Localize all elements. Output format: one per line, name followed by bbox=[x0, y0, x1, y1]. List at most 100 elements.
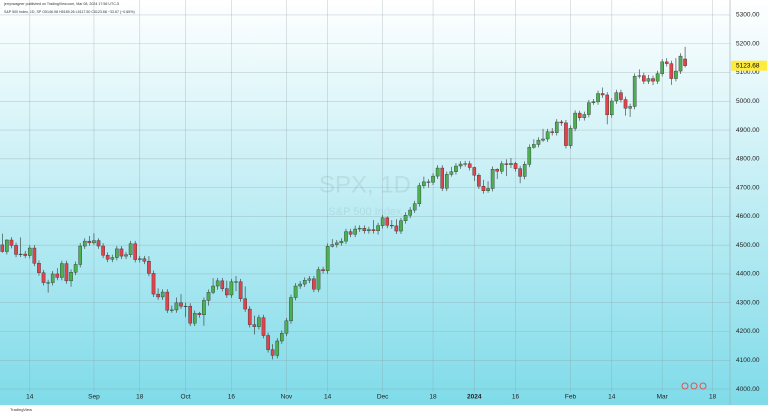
toolbar-icons[interactable] bbox=[681, 382, 707, 390]
candle-body bbox=[110, 257, 115, 260]
candle-body bbox=[440, 167, 445, 189]
candle-body bbox=[472, 167, 477, 176]
candle-body bbox=[105, 255, 110, 260]
x-tick-label: Sep bbox=[88, 394, 100, 401]
candle-body bbox=[408, 209, 412, 216]
candle-body bbox=[23, 253, 28, 256]
candle-body bbox=[385, 217, 390, 226]
candle-body bbox=[37, 263, 41, 273]
candle-body bbox=[486, 188, 490, 191]
x-tick-label: Mar bbox=[657, 394, 669, 401]
logo: TradingView bbox=[10, 407, 32, 412]
candle-body bbox=[133, 243, 137, 260]
candle-body bbox=[554, 121, 559, 133]
candle-body bbox=[467, 163, 472, 168]
candle-body bbox=[50, 273, 55, 283]
candle-body bbox=[678, 55, 683, 72]
candle-body bbox=[41, 272, 46, 283]
candle-body bbox=[444, 174, 449, 189]
candle-body bbox=[119, 248, 124, 257]
candle-body bbox=[316, 269, 321, 290]
x-tick-label: Dec bbox=[377, 394, 389, 401]
y-tick-label: 4300.00 bbox=[736, 299, 760, 306]
candle-body bbox=[55, 273, 60, 278]
candle-body bbox=[577, 112, 582, 118]
candle-body bbox=[142, 258, 147, 262]
candle-body bbox=[619, 92, 623, 100]
candle-body bbox=[376, 225, 380, 231]
candle-body bbox=[174, 302, 179, 311]
candle-body bbox=[399, 220, 403, 232]
candle-body bbox=[78, 245, 82, 265]
y-tick-label: 4500.00 bbox=[736, 242, 760, 249]
candle-body bbox=[60, 263, 64, 278]
x-tick-label: 14 bbox=[324, 394, 332, 401]
candle-body bbox=[513, 163, 518, 169]
candle-body bbox=[353, 228, 357, 235]
candle-body bbox=[197, 313, 202, 316]
candle-body bbox=[229, 281, 234, 296]
icon[interactable] bbox=[690, 382, 698, 390]
candle-body bbox=[335, 242, 339, 245]
candle-body bbox=[573, 112, 577, 129]
candle-body bbox=[64, 263, 69, 282]
candle-body bbox=[9, 239, 14, 246]
candle-body bbox=[225, 288, 229, 296]
candle-body bbox=[284, 320, 289, 334]
candle-body bbox=[499, 163, 504, 172]
y-tick-label: 5300.00 bbox=[736, 12, 760, 19]
candle-body bbox=[545, 131, 550, 140]
x-tick-label: 18 bbox=[429, 394, 437, 401]
candle-body bbox=[660, 61, 664, 74]
icon[interactable] bbox=[681, 382, 689, 390]
x-tick-label: 2024 bbox=[467, 394, 482, 401]
candle-body bbox=[321, 269, 325, 271]
candle-body bbox=[609, 100, 614, 116]
candle-body bbox=[151, 273, 156, 295]
candle-body bbox=[582, 114, 587, 118]
watermark-subtitle: S&P 500 Index bbox=[328, 206, 402, 218]
candle-body bbox=[165, 291, 170, 311]
candle-body bbox=[96, 240, 101, 247]
candle-body bbox=[147, 261, 151, 274]
candle-body bbox=[257, 317, 261, 327]
candle-body bbox=[458, 163, 463, 167]
candle-body bbox=[18, 253, 23, 255]
candle-body bbox=[357, 227, 362, 230]
candle-body bbox=[160, 291, 165, 298]
candle-body bbox=[435, 167, 440, 177]
candle-body bbox=[642, 75, 646, 82]
candle-body bbox=[215, 280, 220, 287]
candle-body bbox=[367, 229, 371, 231]
icon[interactable] bbox=[699, 382, 707, 390]
candle-body bbox=[170, 309, 174, 311]
candle-body bbox=[646, 78, 651, 82]
candle-body bbox=[495, 169, 500, 172]
candle-body bbox=[202, 300, 206, 316]
candle-body bbox=[307, 278, 312, 281]
candle-body bbox=[211, 285, 215, 293]
y-tick-label: 4700.00 bbox=[736, 184, 760, 191]
candle-body bbox=[192, 313, 197, 324]
candle-body bbox=[280, 333, 284, 342]
candle-body bbox=[275, 340, 280, 356]
candle-body bbox=[101, 245, 105, 256]
candle-body bbox=[454, 165, 458, 172]
candle-body bbox=[380, 217, 385, 226]
candle-body bbox=[128, 243, 133, 255]
y-tick-label: 5200.00 bbox=[736, 40, 760, 47]
candle-body bbox=[481, 185, 486, 191]
candle-body bbox=[417, 185, 422, 204]
candle-body bbox=[449, 171, 454, 175]
candle-body bbox=[463, 163, 467, 165]
candle-body bbox=[266, 335, 270, 350]
candle-body bbox=[651, 78, 655, 82]
candle-body bbox=[371, 229, 376, 231]
candle-body bbox=[330, 244, 335, 247]
last-price-box bbox=[731, 60, 767, 71]
candle-body bbox=[477, 175, 481, 187]
candle-body bbox=[270, 349, 275, 356]
publisher-line: jerryvwagner published on TradingView.co… bbox=[3, 2, 119, 6]
y-tick-label: 4200.00 bbox=[736, 328, 760, 335]
